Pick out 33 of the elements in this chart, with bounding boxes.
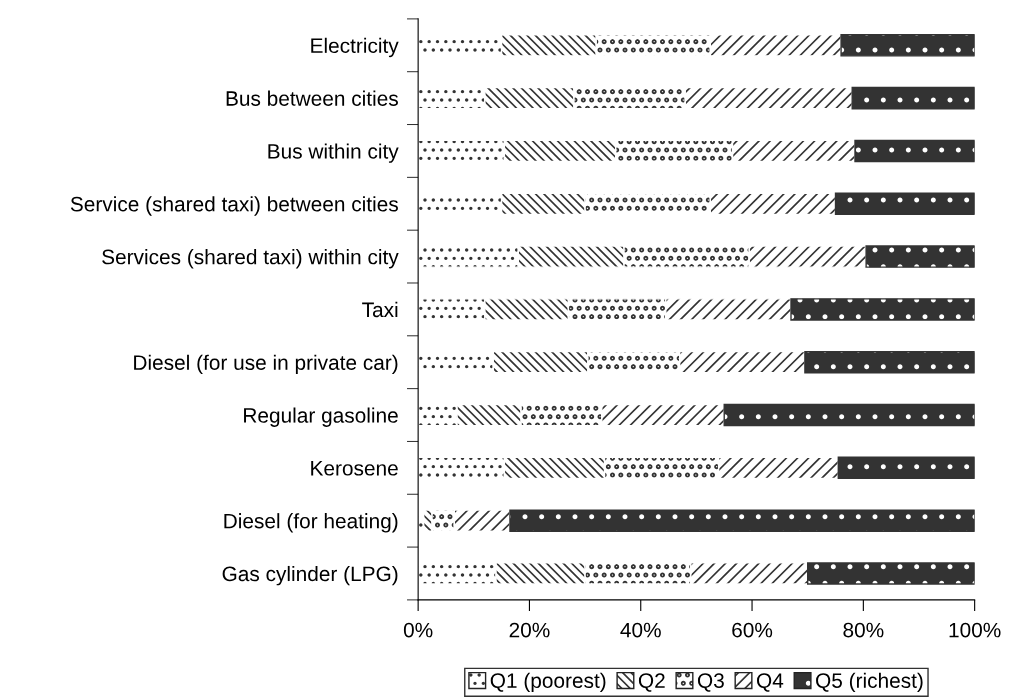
- y-tick-label: Gas cylinder (LPG): [222, 565, 398, 586]
- y-tick-label: Electricity: [311, 37, 399, 58]
- legend-label: Q3: [697, 673, 724, 692]
- y-tick-label: Bus between cities: [226, 90, 398, 106]
- y-tick-label: Taxi: [362, 301, 398, 318]
- x-tick-label: 20%: [509, 622, 550, 638]
- bar: [865, 245, 975, 268]
- x-tick-label: 0%: [403, 622, 433, 638]
- y-tick-label: Services (shared taxi) within city: [102, 249, 399, 269]
- x-tick-label: 40%: [620, 622, 661, 638]
- legend-label: Q1 (poorest): [490, 672, 606, 693]
- x-tick-label: 80%: [843, 622, 884, 638]
- bar: [509, 509, 975, 532]
- y-tick-label: Regular gasoline: [244, 407, 398, 427]
- bar: [854, 139, 975, 163]
- bar: [851, 86, 975, 110]
- bar: [790, 298, 975, 321]
- legend-label: Q2: [638, 673, 665, 692]
- y-tick-label: Bus within city: [268, 143, 399, 163]
- bar: [804, 350, 975, 374]
- bar: [837, 456, 975, 480]
- x-tick-label: 100%: [949, 622, 1001, 638]
- y-tick-label: Diesel (for use in private car): [134, 354, 398, 375]
- y-tick-label: Service (shared taxi) between cities: [70, 196, 398, 216]
- legend-label: Q5 (richest): [816, 672, 923, 693]
- y-tick-label: Kerosene: [311, 461, 398, 476]
- bar: [834, 192, 975, 216]
- bar: [840, 34, 975, 57]
- bar: [807, 562, 975, 585]
- bar: [723, 403, 975, 427]
- y-tick-label: Diesel (for heating): [224, 513, 398, 533]
- legend-label: Q4: [757, 673, 784, 692]
- x-tick-label: 60%: [732, 622, 773, 638]
